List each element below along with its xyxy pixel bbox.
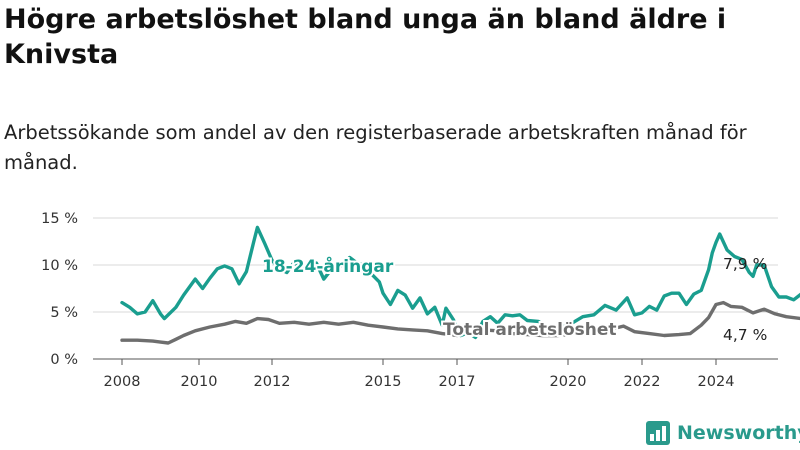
newsworthy-logo-icon bbox=[646, 421, 670, 445]
x-tick-label: 2015 bbox=[365, 374, 402, 390]
brand-logo: Newsworthy bbox=[646, 420, 800, 446]
y-tick-label: 5 % bbox=[50, 305, 78, 321]
y-tick-label: 10 % bbox=[41, 258, 78, 274]
youth-series-line bbox=[120, 225, 800, 340]
x-tick-label: 2022 bbox=[624, 374, 661, 390]
chart-title: Högre arbetslöshet bland unga än bland ä… bbox=[4, 4, 727, 70]
x-tick-label: 2024 bbox=[698, 374, 735, 390]
chart-subtitle: Arbetssökande som andel av den registerb… bbox=[4, 121, 747, 174]
x-tick-label: 2012 bbox=[254, 374, 291, 390]
youth-end-value-label: 7,9 % bbox=[723, 255, 767, 273]
x-tick-label: 2008 bbox=[104, 374, 141, 390]
y-tick-label: 15 % bbox=[41, 211, 78, 227]
x-tick-label: 2017 bbox=[439, 374, 476, 390]
total-series-line bbox=[120, 300, 800, 345]
total-series-label: Total arbetslöshet bbox=[443, 320, 617, 340]
y-tick-label: 0 % bbox=[50, 352, 78, 368]
total-end-value-label: 4,7 % bbox=[723, 326, 767, 344]
x-tick-label: 2020 bbox=[550, 374, 587, 390]
x-tick-label: 2010 bbox=[181, 374, 218, 390]
youth-series-label: 18-24-åringar bbox=[262, 255, 394, 277]
brand-name: Newsworthy bbox=[677, 422, 800, 444]
